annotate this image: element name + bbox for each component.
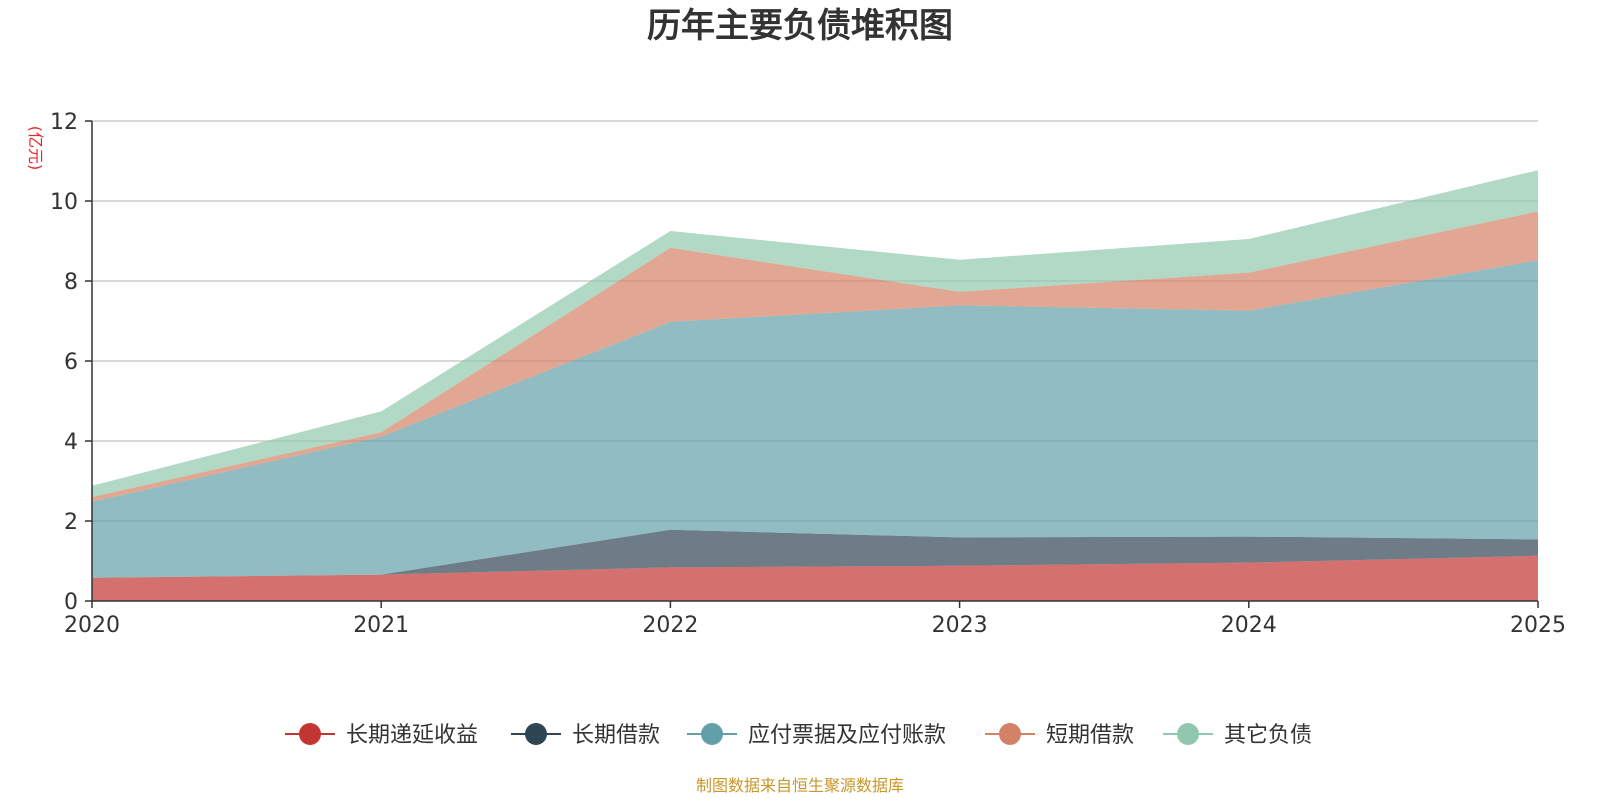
legend-label: 短期借款 bbox=[1046, 723, 1134, 748]
legend-marker-dot bbox=[299, 723, 321, 745]
legend-marker-dot bbox=[701, 723, 723, 745]
legend-label: 长期递延收益 bbox=[346, 723, 478, 748]
legend-item-2[interactable]: 长期借款 bbox=[511, 723, 660, 748]
legend-item-3[interactable]: 应付票据及应付账款 bbox=[687, 723, 946, 748]
y-tick-label-6: 6 bbox=[64, 350, 78, 375]
area-series-1 bbox=[92, 555, 1538, 601]
legend-item-1[interactable]: 长期递延收益 bbox=[285, 723, 478, 748]
y-tick-label-10: 10 bbox=[50, 190, 78, 215]
x-tick-label-2020: 2020 bbox=[64, 613, 120, 638]
legend-label: 长期借款 bbox=[572, 723, 660, 748]
legend-marker-dot bbox=[1177, 723, 1199, 745]
legend-marker-dot bbox=[525, 723, 547, 745]
area-series-4 bbox=[92, 211, 1538, 502]
legend-item-4[interactable]: 短期借款 bbox=[985, 723, 1134, 748]
x-tick-label-2022: 2022 bbox=[642, 613, 698, 638]
legend-marker-dot bbox=[999, 723, 1021, 745]
x-tick-label-2025: 2025 bbox=[1510, 613, 1566, 638]
y-tick-label-2: 2 bbox=[64, 510, 78, 535]
x-tick-label-2023: 2023 bbox=[932, 613, 988, 638]
legend[interactable]: 长期递延收益 长期借款 应付票据及应付账款 短期借款 其它负债 bbox=[285, 723, 1312, 748]
legend-item-5[interactable]: 其它负债 bbox=[1163, 723, 1312, 748]
x-tick-label-2021: 2021 bbox=[353, 613, 409, 638]
y-tick-label-8: 8 bbox=[64, 270, 78, 295]
chart-title: 历年主要负债堆积图 bbox=[647, 6, 953, 46]
area-series-layer bbox=[92, 170, 1538, 601]
data-source-note: 制图数据来自恒生聚源数据库 bbox=[696, 776, 904, 795]
legend-label: 其它负债 bbox=[1224, 723, 1312, 748]
area-series-5 bbox=[92, 170, 1538, 497]
y-axis-unit-label: (亿元) bbox=[26, 126, 45, 171]
axes: 0 2 4 6 8 10 12 2020 2021 2022 2023 2024 2025 bbox=[50, 110, 1566, 638]
area-series-3 bbox=[92, 260, 1538, 578]
legend-label: 应付票据及应付账款 bbox=[748, 723, 946, 748]
y-tick-label-0: 0 bbox=[64, 590, 78, 615]
y-tick-label-12: 12 bbox=[50, 110, 78, 135]
y-tick-label-4: 4 bbox=[64, 430, 78, 455]
area-series-2 bbox=[92, 529, 1538, 578]
x-tick-label-2024: 2024 bbox=[1221, 613, 1277, 638]
